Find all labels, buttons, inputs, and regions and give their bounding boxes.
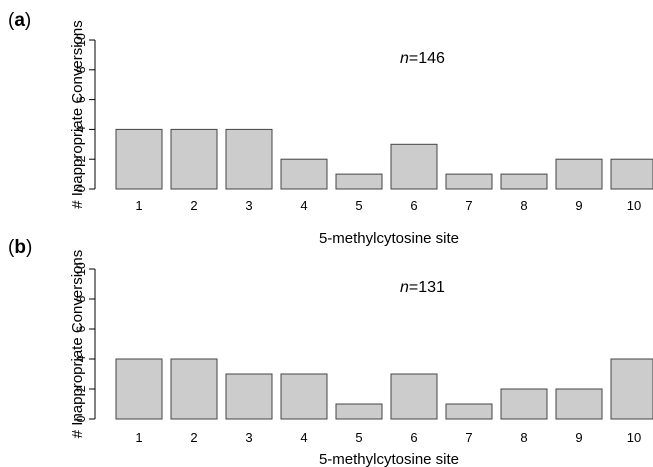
x-tick-label: 3 xyxy=(245,198,252,213)
bar-site-2 xyxy=(170,358,218,420)
x-tick-label: 8 xyxy=(520,198,527,213)
x-tick-label: 9 xyxy=(575,198,582,213)
sample-size-annotation: n=146 xyxy=(400,50,445,67)
x-axis-label: 5-methylcytosine site xyxy=(319,451,459,467)
x-tick-label: 6 xyxy=(410,430,417,445)
x-tick-label: 1 xyxy=(135,430,142,445)
bar-site-3 xyxy=(225,373,273,420)
x-tick-label: 2 xyxy=(190,430,197,445)
panel-label: (a) xyxy=(8,10,31,31)
bar-site-4 xyxy=(280,373,328,420)
bar-site-7 xyxy=(445,403,493,420)
x-tick-label: 6 xyxy=(410,198,417,213)
x-tick-label: 4 xyxy=(300,430,307,445)
y-tick-label: 0 xyxy=(74,415,88,422)
x-tick-label: 1 xyxy=(135,198,142,213)
x-axis-label: 5-methylcytosine site xyxy=(319,230,459,247)
bar-site-5 xyxy=(335,173,383,190)
bar-site-9 xyxy=(555,388,603,420)
y-tick-label: 4 xyxy=(74,126,88,133)
bar-site-9 xyxy=(555,158,603,190)
bar-site-8 xyxy=(500,173,548,190)
y-tick-label: 6 xyxy=(74,325,88,332)
sample-size-annotation: n=131 xyxy=(400,279,445,296)
bar-site-5 xyxy=(335,403,383,420)
bar-site-10 xyxy=(610,358,653,420)
y-tick-label: 6 xyxy=(74,96,88,103)
y-tick-label: 4 xyxy=(74,355,88,362)
x-tick-label: 5 xyxy=(355,198,362,213)
y-tick-label: 2 xyxy=(74,156,88,163)
y-axis-label: # Inappropriate Conversions xyxy=(69,250,86,438)
x-tick-label: 10 xyxy=(627,198,641,213)
panel-label: (b) xyxy=(8,237,32,258)
bar-site-7 xyxy=(445,173,493,190)
bar-site-1 xyxy=(115,358,163,420)
x-tick-label: 7 xyxy=(465,430,472,445)
bar-site-6 xyxy=(390,143,438,190)
x-tick-label: 3 xyxy=(245,430,252,445)
bar-site-2 xyxy=(170,128,218,190)
y-tick-label: 8 xyxy=(74,66,88,73)
y-tick-label: 2 xyxy=(74,385,88,392)
x-tick-label: 10 xyxy=(627,430,641,445)
x-tick-label: 2 xyxy=(190,198,197,213)
bar-site-10 xyxy=(610,158,653,190)
y-tick-label: 8 xyxy=(74,295,88,302)
y-tick-label: 10 xyxy=(74,33,88,47)
y-tick-label: 0 xyxy=(74,185,88,192)
bar-site-6 xyxy=(390,373,438,420)
x-tick-label: 7 xyxy=(465,198,472,213)
x-tick-label: 4 xyxy=(300,198,307,213)
bar-site-8 xyxy=(500,388,548,420)
bar-site-1 xyxy=(115,128,163,190)
y-tick-label: 10 xyxy=(74,262,88,276)
x-tick-label: 9 xyxy=(575,430,582,445)
y-axis-label: # Inappropriate Conversions xyxy=(69,20,86,208)
x-tick-label: 5 xyxy=(355,430,362,445)
bar-site-3 xyxy=(225,128,273,190)
bar-site-4 xyxy=(280,158,328,190)
x-tick-label: 8 xyxy=(520,430,527,445)
